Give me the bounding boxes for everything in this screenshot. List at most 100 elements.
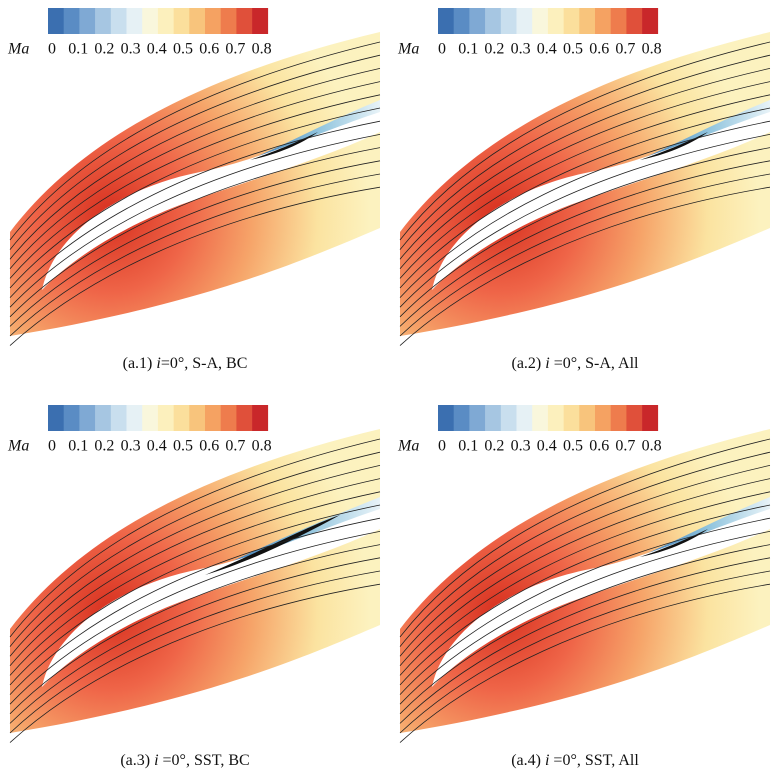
colorbar-cell	[485, 405, 502, 431]
streamline	[399, 451, 771, 647]
colorbar-cell	[485, 8, 502, 34]
colorbar-cell	[516, 8, 533, 34]
colorbar-cell	[48, 8, 64, 34]
colorbar-cell	[532, 8, 549, 34]
panel: Ma 0 0.1 0.2 0.3 0.4 0.5 0.6 0.7 0.8 (a.1) i=0°, S…	[7, 8, 381, 372]
panel: Ma 0 0.1 0.2 0.3 0.4 0.5 0.6 0.7 0.8 (a.3) i =0°, …	[7, 405, 381, 769]
colorbar-cell	[126, 8, 143, 34]
colorbar-cell	[63, 405, 80, 431]
streamline	[399, 186, 771, 346]
colorbar-tick-label: 0.8	[642, 438, 662, 455]
caption-prefix: (a.1)	[123, 355, 157, 372]
colorbar-cell	[595, 405, 611, 431]
colorbar-tick-label: 0.7	[225, 438, 245, 455]
streamline	[399, 504, 771, 686]
blade	[42, 509, 380, 687]
colorbar-cell	[126, 405, 143, 431]
panel: Ma 0 0.1 0.2 0.3 0.4 0.5 0.6 0.7 0.8 (a.2) i =0°, …	[397, 8, 771, 372]
streamline	[9, 517, 381, 695]
streamline	[9, 504, 381, 686]
colorbar-cell	[173, 405, 190, 431]
streamline	[9, 583, 381, 743]
colorbar-cell	[579, 405, 596, 431]
streamline	[9, 81, 381, 270]
colorbar-cell	[236, 8, 253, 34]
colorbar-tick-label: 0.5	[173, 41, 193, 58]
streamline	[399, 517, 771, 695]
colorbar-cell	[142, 405, 159, 431]
panel: Ma 0 0.1 0.2 0.3 0.4 0.5 0.6 0.7 0.8 (a.4) i =0°, …	[397, 405, 771, 769]
caption: (a.2) i =0°, S-A, All	[512, 355, 640, 372]
colorbar-tick-label: 0.6	[589, 438, 609, 455]
colorbar-tick-label: 0.3	[121, 41, 141, 58]
caption-prefix: (a.2)	[512, 355, 546, 372]
colorbar-cell	[173, 8, 190, 34]
colorbar-cell	[157, 8, 174, 34]
streamline	[399, 160, 771, 327]
streamline	[399, 173, 771, 337]
streamline	[399, 570, 771, 734]
streamline	[399, 41, 771, 241]
streamline	[9, 147, 381, 318]
colorbar-tick-label: 0.3	[511, 438, 531, 455]
caption-rest: =0°, SST, BC	[159, 752, 250, 769]
streamline	[9, 557, 381, 724]
caption-rest: =0°, SST, All	[549, 752, 639, 769]
streamline	[399, 583, 771, 743]
colorbar-tick-label: 0.8	[642, 41, 662, 58]
colorbar-tick-label: 0.4	[537, 41, 557, 58]
colorbar-tick-label: 0.8	[252, 41, 272, 58]
streamline	[9, 465, 381, 657]
colorbar-tick-label: 0.4	[147, 438, 167, 455]
streamline	[9, 107, 381, 289]
caption: (a.1) i=0°, S-A, BC	[123, 355, 248, 372]
caption: (a.3) i =0°, SST, BC	[120, 752, 249, 769]
colorbar-cell	[610, 8, 627, 34]
streamline	[399, 491, 771, 676]
colorbar-cell	[500, 405, 517, 431]
streamline	[9, 531, 381, 705]
colorbar-cell	[563, 8, 580, 34]
colorbar-cell	[220, 8, 237, 34]
colorbar-cell	[438, 8, 454, 34]
streamline	[9, 186, 381, 346]
colorbar-cell	[469, 8, 486, 34]
separation-region	[230, 100, 380, 170]
colorbar-cell	[95, 405, 112, 431]
colorbar-tick-label: 0.2	[94, 438, 114, 455]
colorbar-tick-label: 0	[438, 41, 446, 58]
streamline	[9, 120, 381, 298]
streamline	[9, 68, 381, 260]
blade	[432, 509, 770, 687]
streamline	[9, 491, 381, 676]
colorbar-tick-label: 0.2	[484, 438, 504, 455]
colorbar-cell	[626, 8, 643, 34]
colorbar-tick-label: 0.7	[615, 438, 635, 455]
streamline	[399, 147, 771, 318]
colorbar-cell	[110, 8, 127, 34]
colorbar-tick-label: 0.6	[199, 438, 219, 455]
colorbar-cell	[642, 405, 659, 431]
colorbar-cell	[79, 8, 96, 34]
colorbar-cell	[236, 405, 253, 431]
streamline	[399, 465, 771, 657]
colorbar-tick-label: 0	[48, 438, 56, 455]
colorbar-cell	[142, 8, 159, 34]
colorbar-cell	[579, 8, 596, 34]
colorbar-tick-label: 0.2	[94, 41, 114, 58]
separation-region	[620, 497, 770, 567]
streamline	[9, 41, 381, 241]
colorbar-cell	[252, 405, 269, 431]
colorbar-cell	[563, 405, 580, 431]
colorbar-label: Ma	[397, 41, 419, 58]
streamline	[9, 94, 381, 279]
colorbar-cell	[205, 8, 221, 34]
colorbar-tick-label: 0.2	[484, 41, 504, 58]
blade	[432, 112, 770, 290]
streamline	[399, 54, 771, 250]
colorbar-cell	[252, 8, 269, 34]
colorbar-tick-label: 0.5	[173, 438, 193, 455]
streamline	[9, 134, 381, 308]
colorbar-cell	[595, 8, 611, 34]
